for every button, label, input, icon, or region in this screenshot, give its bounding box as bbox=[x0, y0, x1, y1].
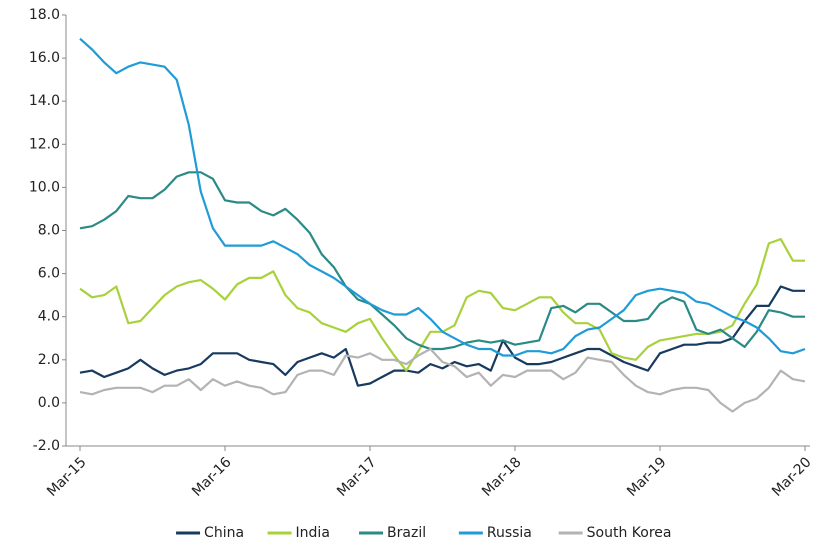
y-tick-label: 6.0 bbox=[38, 266, 60, 282]
x-tick-label: Mar-15 bbox=[44, 454, 90, 500]
y-tick-label: 2.0 bbox=[38, 352, 60, 368]
legend-label: Russia bbox=[487, 525, 532, 541]
x-tick-label: Mar-16 bbox=[189, 454, 235, 500]
y-tick-label: 16.0 bbox=[29, 50, 60, 66]
y-tick-label: 4.0 bbox=[38, 309, 60, 325]
x-tick-label: Mar-20 bbox=[769, 454, 815, 500]
series-line bbox=[79, 347, 806, 413]
x-tick-label: Mar-18 bbox=[479, 454, 525, 500]
y-tick-label: 0.0 bbox=[38, 395, 60, 411]
y-tick-label: 10.0 bbox=[29, 179, 60, 195]
legend-label: India bbox=[296, 525, 330, 541]
legend-label: South Korea bbox=[587, 525, 672, 541]
y-tick-label: 18.0 bbox=[29, 7, 60, 23]
y-tick-label: -2.0 bbox=[33, 438, 60, 454]
x-tick-label: Mar-17 bbox=[334, 454, 380, 500]
series-line bbox=[79, 238, 805, 372]
legend-label: Brazil bbox=[387, 525, 426, 541]
series-line bbox=[79, 285, 805, 387]
legend-label: China bbox=[204, 525, 244, 541]
y-tick-label: 14.0 bbox=[29, 93, 60, 109]
series-line bbox=[79, 37, 806, 357]
x-tick-label: Mar-19 bbox=[624, 454, 670, 500]
y-tick-label: 8.0 bbox=[38, 223, 60, 239]
series-line bbox=[79, 171, 805, 351]
y-tick-label: 12.0 bbox=[29, 136, 60, 152]
